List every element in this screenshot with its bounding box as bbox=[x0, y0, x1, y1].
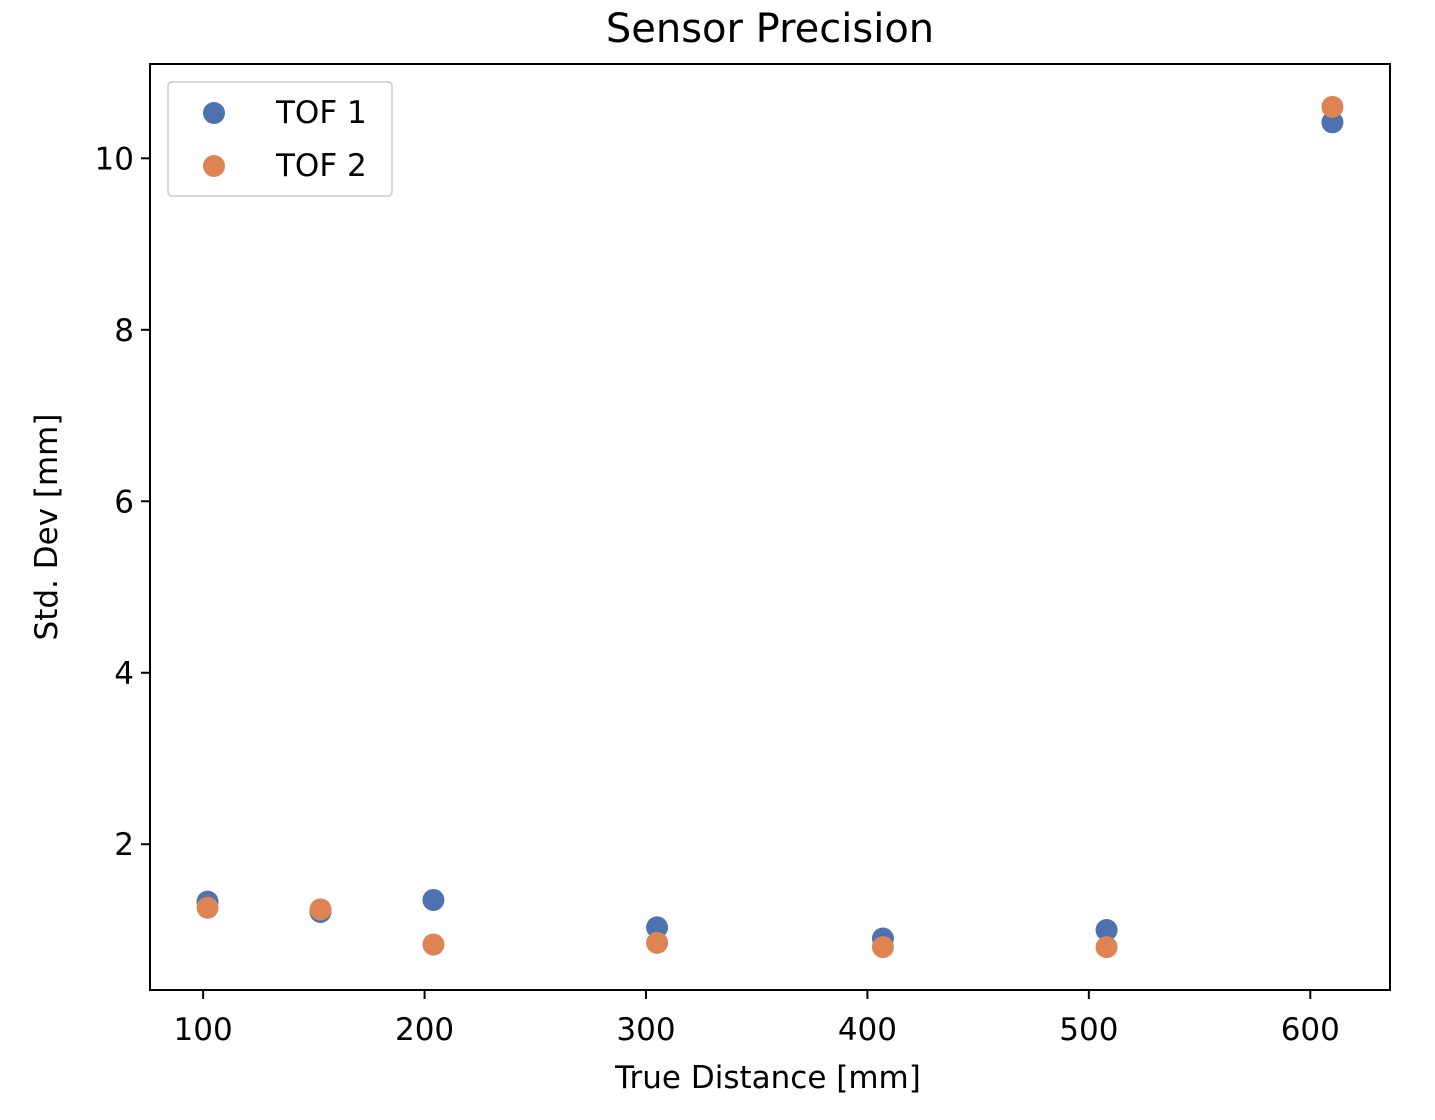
legend-label-tof1: TOF 1 bbox=[275, 95, 367, 131]
data-points bbox=[196, 95, 1344, 959]
y-axis-label: Std. Dev [mm] bbox=[29, 414, 65, 641]
y-tick-label: 6 bbox=[114, 484, 134, 520]
y-tick-label: 4 bbox=[114, 656, 134, 692]
data-point-tof1 bbox=[646, 916, 669, 939]
y-axis: 2 4 6 8 10 bbox=[95, 141, 150, 863]
legend: TOF 1 TOF 2 bbox=[167, 81, 393, 197]
data-point-tof2 bbox=[1095, 936, 1118, 959]
x-tick-label: 300 bbox=[616, 1012, 675, 1048]
data-point-tof2 bbox=[309, 898, 332, 921]
chart-title: Sensor Precision bbox=[606, 6, 934, 52]
plot-area bbox=[149, 63, 1391, 991]
data-point-tof1 bbox=[422, 888, 445, 911]
x-tick-label: 100 bbox=[174, 1012, 233, 1048]
data-point-tof2 bbox=[196, 896, 219, 919]
y-tick-label: 8 bbox=[114, 313, 134, 349]
x-tick-label: 500 bbox=[1059, 1012, 1118, 1048]
y-tick-label: 10 bbox=[95, 141, 134, 177]
x-tick-label: 200 bbox=[395, 1012, 454, 1048]
data-point-tof2 bbox=[1321, 95, 1344, 118]
data-point-tof2 bbox=[422, 933, 445, 956]
x-axis: 100 200 300 400 500 600 bbox=[174, 990, 1340, 1048]
data-point-tof1 bbox=[1095, 918, 1118, 941]
data-point-tof2 bbox=[646, 931, 669, 954]
data-point-tof2 bbox=[871, 936, 894, 959]
x-tick-label: 400 bbox=[838, 1012, 897, 1048]
y-tick-label: 2 bbox=[114, 827, 134, 863]
x-axis-label: True Distance [mm] bbox=[614, 1060, 921, 1096]
legend-label-tof2: TOF 2 bbox=[275, 148, 367, 184]
legend-marker-tof2 bbox=[203, 155, 225, 177]
data-point-tof1 bbox=[1321, 111, 1344, 134]
legend-marker-tof1 bbox=[203, 102, 225, 124]
x-tick-label: 600 bbox=[1281, 1012, 1340, 1048]
